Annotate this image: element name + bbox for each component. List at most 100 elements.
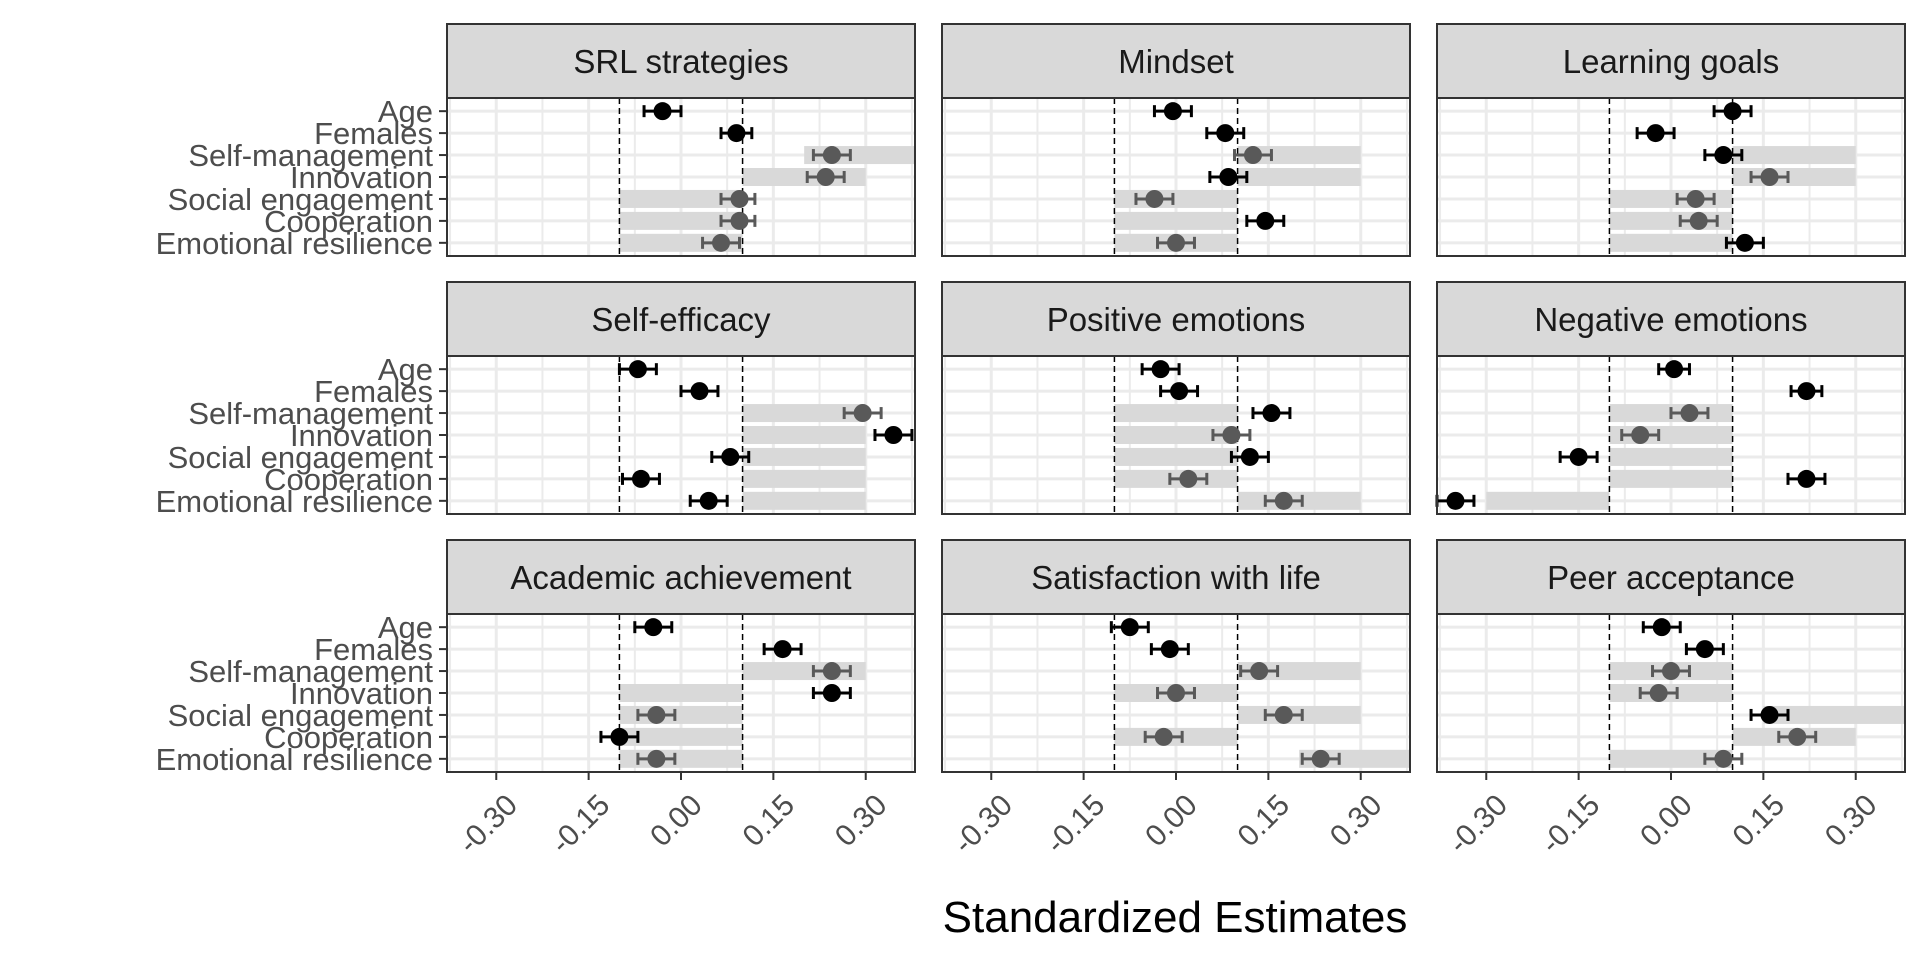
point-self-management [1250,662,1269,681]
point-group-self-management [842,404,883,423]
point-social-engagement [1240,447,1259,466]
band-innovation [742,426,866,444]
point-group-social-engagement [1749,705,1790,724]
point-females [1216,124,1235,143]
y-tick-label: Innovation [290,160,433,195]
x-tick-label: -0.15 [545,788,617,860]
point-social-engagement [1145,189,1164,208]
band-innovation [742,168,866,186]
point-emotional-resilience [647,749,666,768]
point-group-social-engagement [719,189,757,208]
point-females [773,640,792,659]
point-group-innovation [1211,426,1252,444]
panel-border [941,355,1411,515]
point-females [727,124,746,143]
point-females [690,382,709,401]
x-tick-label: 0.15 [737,788,802,853]
point-cooperation [1256,211,1275,230]
panel-mindset: Mindset [941,23,1411,257]
strip-peer-acceptance [1436,539,1906,615]
point-innovation [1631,426,1650,444]
strip-self-efficacy [446,281,916,357]
x-tick-label: 0.00 [1139,788,1204,853]
point-group-self-management [1251,404,1292,423]
band-emotional-resilience [1609,233,1733,252]
band-self-management [1237,662,1361,681]
point-group-females [1205,124,1246,143]
panel-srl-strategies: SRL strategies AgeFemalesSelf-managementI… [156,23,916,261]
point-emotional-resilience [1274,491,1293,510]
panel-title: Mindset [1118,43,1234,80]
point-emotional-resilience [1311,749,1330,768]
point-cooperation [1788,727,1807,746]
point-group-cooperation [599,727,640,746]
point-group-emotional-resilience [688,491,729,510]
y-tick-label: Innovation [290,418,433,453]
point-social-engagement [721,447,740,466]
band-self-management [742,404,866,423]
point-self-management [853,404,872,423]
point-group-age [1152,102,1193,121]
panel-border [1436,97,1906,257]
point-age [1665,360,1684,379]
point-cooperation [631,469,650,488]
y-tick-label: Emotional resilience [156,226,433,261]
point-group-females [1635,124,1676,143]
band-social-engagement [1763,705,1905,724]
point-females [1797,382,1816,401]
strip-satisfaction-with-life [941,539,1411,615]
band-self-management [1114,404,1238,423]
point-group-females [719,124,754,143]
panels-layer: SRL strategiesAgeFemalesSelf-managementI… [156,23,1906,860]
point-group-self-management [811,662,852,681]
panel-border [941,97,1411,257]
band-innovation [1237,168,1361,186]
point-self-management [822,146,841,165]
point-innovation [1649,684,1668,702]
point-age [1163,102,1182,121]
panel-title: Self-efficacy [591,301,771,338]
y-tick-label: Cooperation [264,462,433,497]
band-cooperation [619,727,743,746]
point-group-social-engagement [1263,705,1304,724]
point-group-social-engagement [636,705,677,724]
point-females [1695,640,1714,659]
y-tick-label: Females [314,374,433,409]
point-age [644,618,663,637]
point-group-females [679,382,720,401]
point-age [628,360,647,379]
point-group-innovation [1638,684,1679,702]
band-cooperation [1114,211,1238,230]
panel-negative-emotions: Negative emotions [1435,281,1906,515]
point-group-social-engagement [1134,189,1175,208]
band-emotional-resilience [742,491,866,510]
point-group-self-management [1703,146,1744,165]
point-females [1646,124,1665,143]
point-group-cooperation [621,469,661,488]
point-group-females [1159,382,1200,401]
band-emotional-resilience [619,233,743,252]
x-tick-label: 0.30 [1819,788,1884,853]
y-tick-label: Social engagement [168,698,434,733]
point-group-social-engagement [1558,447,1599,466]
point-cooperation [1797,469,1816,488]
point-cooperation [1154,727,1173,746]
band-cooperation [619,211,743,230]
x-axis-title: Standardized Estimates [943,893,1408,942]
point-emotional-resilience [1446,491,1465,510]
point-group-innovation [805,168,846,186]
panel-self-efficacy: Self-efficacy AgeFemalesSelf-managementIn… [156,281,916,519]
point-group-innovation [811,684,852,702]
point-self-management [1680,404,1699,423]
y-tick-label: Social engagement [168,440,434,475]
point-innovation [1219,168,1238,186]
point-self-management [1262,404,1281,423]
point-age [1652,618,1671,637]
x-tick-label: 0.15 [1232,788,1297,853]
point-group-cooperation [1143,727,1184,746]
point-group-age [633,618,674,637]
strip-positive-emotions [941,281,1411,357]
band-cooperation [1609,469,1733,488]
point-group-self-management [1233,146,1273,165]
x-tick-label: -0.15 [1535,788,1607,860]
